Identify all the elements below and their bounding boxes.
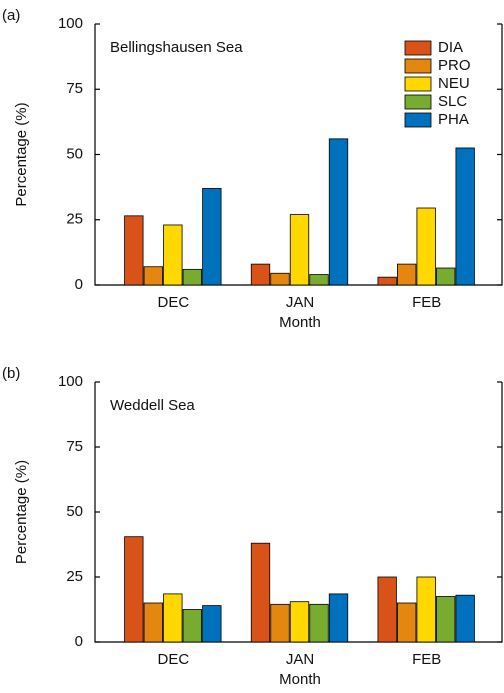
legend-swatch [404,40,432,56]
bar [436,596,456,643]
y-tick-label: 0 [75,276,83,293]
bar [455,147,475,286]
bar [124,215,144,286]
x-tick-label: JAN [286,294,314,311]
legend-label: PRO [438,57,471,74]
legend-label: NEU [438,75,470,92]
bar [182,609,202,643]
y-tick-label: 50 [66,145,83,162]
x-axis-label: Month [279,314,321,331]
bar [182,268,202,286]
y-axis-label: Percentage (%) [13,102,30,206]
bar [309,274,329,286]
y-tick-label: 25 [66,211,83,228]
x-tick-label: FEB [412,651,441,668]
bar [202,605,222,643]
bar [250,263,271,286]
x-tick-label: DEC [157,651,189,668]
y-tick-label: 25 [66,568,83,585]
legend-swatch [404,76,432,92]
bar [143,602,163,643]
panel-label: (a) [2,7,20,24]
y-axis-label: Percentage (%) [13,460,30,564]
bar [377,276,397,286]
bar [143,266,163,286]
bar [455,594,475,643]
bar [163,224,183,286]
bar [397,602,417,643]
legend-label: SLC [438,93,467,110]
bar [309,603,329,643]
bar [270,272,290,286]
x-axis-label: Month [279,671,321,688]
bar [250,542,271,643]
bar [289,601,310,643]
bar [289,214,310,286]
bar [416,576,436,643]
legend-swatch [404,94,432,110]
legend-label: PHA [438,111,469,128]
bar [270,603,290,643]
x-tick-label: FEB [412,294,441,311]
bar [328,138,349,286]
bar [377,576,397,643]
plot-title: Weddell Sea [110,397,195,414]
bar [397,263,417,286]
bar [416,207,436,286]
legend-swatch [404,112,432,128]
legend-swatch [404,58,432,74]
y-tick-label: 0 [75,633,83,650]
bar [163,593,183,643]
bar [328,593,349,643]
legend-label: DIA [438,39,463,56]
y-tick-label: 100 [58,373,83,390]
y-tick-label: 75 [66,438,83,455]
bar [124,536,144,643]
panel-label: (b) [2,365,20,382]
x-tick-label: DEC [157,294,189,311]
plot-title: Bellingshausen Sea [110,39,243,56]
bar [436,267,456,286]
y-tick-label: 100 [58,15,83,32]
bar [202,188,222,286]
y-tick-label: 50 [66,503,83,520]
x-tick-label: JAN [286,651,314,668]
y-tick-label: 75 [66,80,83,97]
